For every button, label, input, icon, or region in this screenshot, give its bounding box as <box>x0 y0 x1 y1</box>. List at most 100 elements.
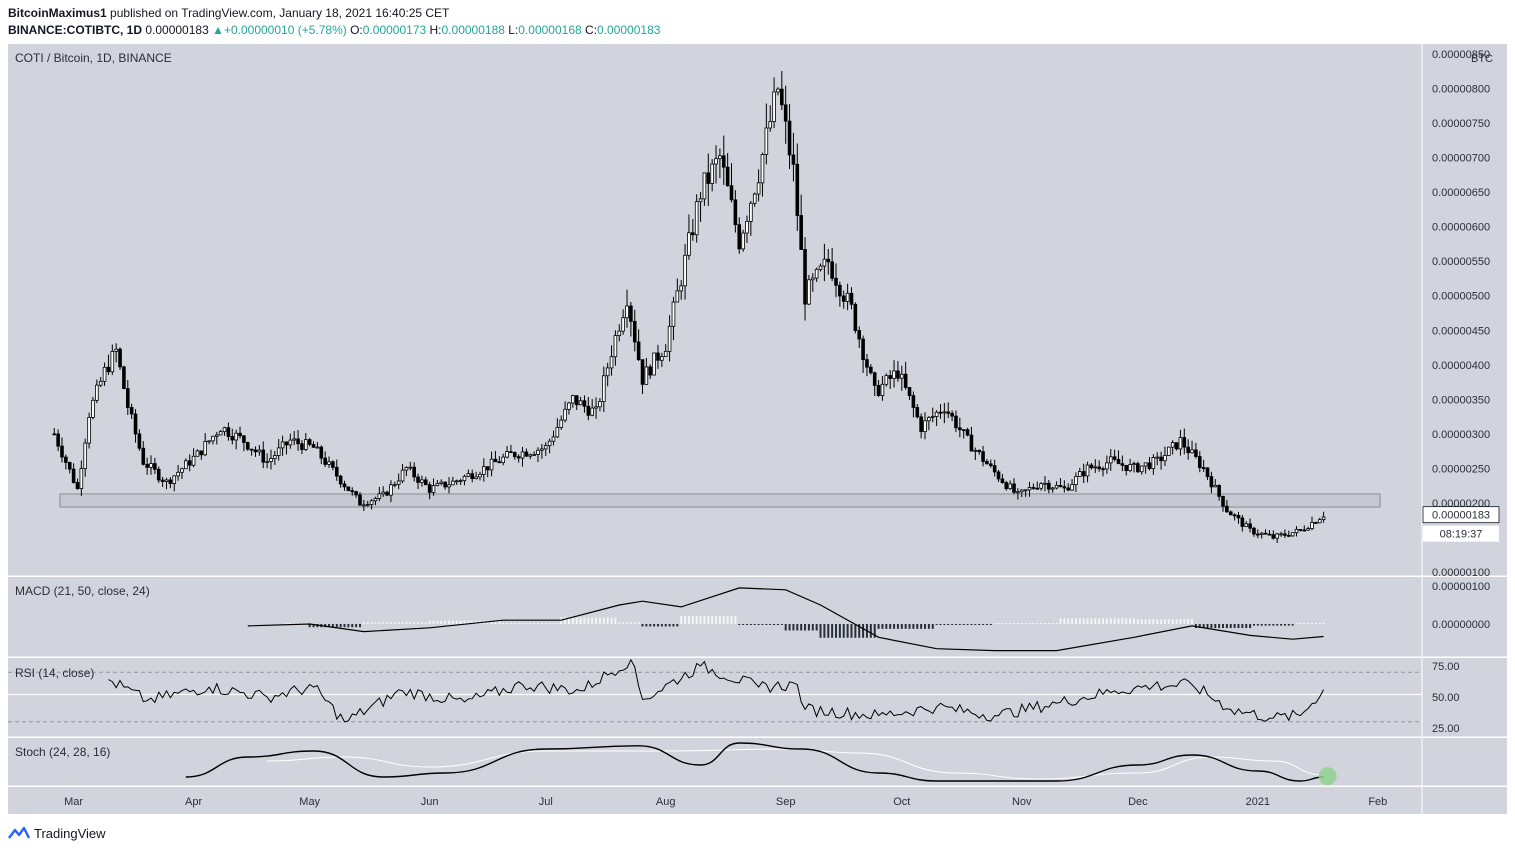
macd-histogram-bar <box>656 624 659 627</box>
candle-body <box>1240 517 1245 527</box>
macd-histogram-bar <box>552 623 555 624</box>
macd-histogram-bar <box>1152 619 1155 624</box>
candle-body <box>795 163 800 216</box>
candle-body <box>1078 471 1082 477</box>
macd-histogram-bar <box>1303 622 1306 624</box>
macd-histogram-bar <box>1314 622 1317 624</box>
macd-histogram-bar <box>703 615 706 624</box>
macd-histogram-bar <box>753 624 756 625</box>
candle-body <box>888 375 892 379</box>
macd-histogram-bar <box>614 617 617 624</box>
rsi-tick-label: 50.00 <box>1432 692 1460 704</box>
macd-histogram-bar <box>877 624 880 629</box>
macd-histogram-bar <box>1202 624 1205 629</box>
candle-body <box>1124 464 1129 471</box>
candle-body <box>1225 505 1229 513</box>
candle-body <box>396 480 401 485</box>
macd-histogram-bar <box>924 624 927 629</box>
candle-body <box>1047 482 1051 490</box>
candle-body <box>776 88 780 93</box>
macd-histogram-bar <box>285 623 288 624</box>
macd-histogram-bar <box>668 624 671 627</box>
macd-histogram-bar <box>1090 618 1093 624</box>
candle-body <box>1205 467 1210 478</box>
macd-histogram-bar <box>982 624 985 625</box>
candle-body <box>296 438 300 445</box>
candle-body <box>207 440 211 443</box>
candle-body <box>1039 483 1043 489</box>
candle-body <box>857 330 862 340</box>
candle-body <box>211 435 215 442</box>
macd-histogram-bar <box>331 624 334 628</box>
macd-histogram-bar <box>645 624 648 627</box>
time-tick-label: 2021 <box>1246 796 1270 808</box>
macd-histogram-bar <box>509 623 512 624</box>
candle-body <box>75 482 80 489</box>
candle-body <box>253 449 258 453</box>
candle-body <box>87 416 91 444</box>
tradingview-footer[interactable]: TradingView <box>8 825 106 841</box>
candle-body <box>899 373 904 379</box>
macd-histogram-bar <box>401 622 404 624</box>
candle-body <box>1019 489 1024 493</box>
candle-body <box>385 491 389 496</box>
candle-body <box>1170 442 1175 448</box>
candle-body <box>95 384 99 401</box>
macd-histogram-bar <box>1140 619 1143 624</box>
macd-histogram-bar <box>1241 624 1244 629</box>
candle-body <box>60 445 64 458</box>
macd-histogram-bar <box>1280 624 1283 626</box>
candle-body <box>783 104 788 122</box>
candle-body <box>1105 462 1109 470</box>
macd-histogram-bar <box>1272 624 1275 626</box>
macd-histogram-bar <box>405 622 408 624</box>
candle-body <box>311 444 316 448</box>
candle-body <box>927 417 931 422</box>
macd-histogram-bar <box>1094 618 1097 624</box>
candle-body <box>919 416 923 432</box>
candle-body <box>1159 456 1163 462</box>
candle-body <box>1116 458 1121 465</box>
candle-body <box>110 350 115 373</box>
macd-histogram-bar <box>1109 618 1112 624</box>
macd-histogram-bar <box>610 617 613 624</box>
candle-body <box>679 285 683 292</box>
candle-body <box>98 380 103 386</box>
pane-stoch-bg <box>8 738 1422 786</box>
macd-histogram-bar <box>958 624 961 625</box>
macd-histogram-bar <box>409 622 412 624</box>
macd-histogram-bar <box>1156 619 1159 624</box>
candle-body <box>497 461 502 464</box>
candle-body <box>547 440 552 447</box>
macd-histogram-bar <box>1059 618 1062 624</box>
candle-body <box>1093 466 1098 469</box>
macd-histogram-bar <box>389 622 392 624</box>
price-tick-label: 0.00000400 <box>1432 360 1490 372</box>
currency-label: BTC <box>1471 53 1493 65</box>
macd-histogram-bar <box>769 624 772 625</box>
stoch-cross-marker <box>1318 767 1337 786</box>
candle-body <box>462 475 467 482</box>
candle-body <box>1167 446 1171 456</box>
candle-body <box>1244 523 1249 527</box>
candle-body <box>996 471 1001 480</box>
candle-body <box>636 341 641 361</box>
macd-histogram-bar <box>885 624 888 629</box>
macd-histogram-bar <box>529 623 532 624</box>
candle-body <box>1263 532 1268 535</box>
macd-histogram-bar <box>1295 622 1298 624</box>
macd-histogram-bar <box>378 622 381 624</box>
candle-body <box>896 370 900 379</box>
candle-body <box>961 429 966 432</box>
candle-body <box>609 356 614 369</box>
candle-body <box>551 436 556 442</box>
candle-body <box>474 476 478 480</box>
macd-histogram-bar <box>525 623 528 624</box>
author-name[interactable]: BitcoinMaximus1 <box>8 6 107 20</box>
macd-title: MACD (21, 50, close, 24) <box>15 584 150 598</box>
macd-histogram-bar <box>362 622 365 624</box>
candle-body <box>443 481 447 488</box>
candle-body <box>307 439 312 445</box>
candle-body <box>1178 437 1183 450</box>
